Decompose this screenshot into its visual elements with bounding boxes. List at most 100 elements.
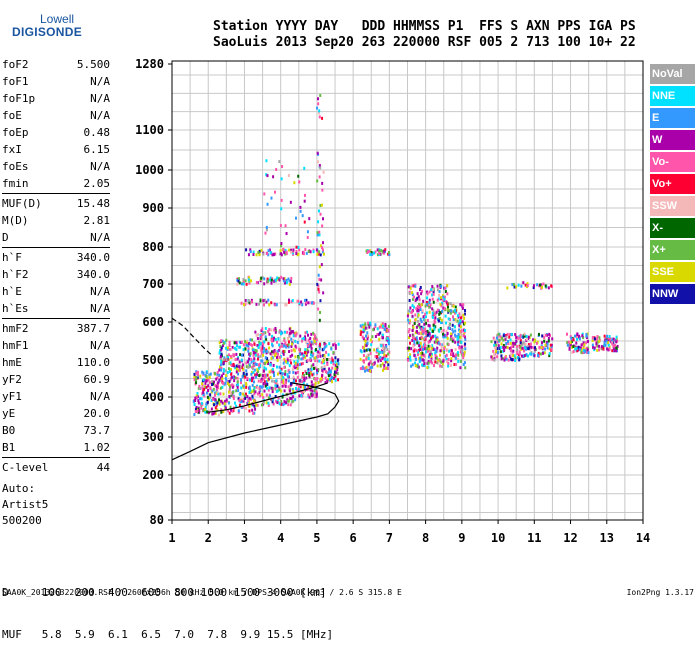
echo-point (321, 250, 324, 254)
echo-point (441, 362, 444, 366)
echo-point (411, 293, 414, 297)
echo-point (447, 317, 450, 321)
echo-point (380, 249, 383, 253)
echo-point (322, 359, 325, 363)
param-value: 387.7 (76, 322, 110, 335)
echo-point (428, 339, 431, 343)
footer-info: SAA0K_2013263220000.RSF / 260fx256h 50 k… (2, 588, 402, 597)
echo-point (576, 346, 579, 350)
echo-point (255, 280, 258, 284)
echo-point (522, 335, 525, 339)
echo-point (495, 336, 498, 340)
echo-point (267, 388, 270, 392)
echo-point (459, 335, 462, 339)
echo-point (304, 335, 307, 339)
echo-point (259, 279, 262, 283)
echo-point (219, 376, 222, 380)
echo-point (195, 371, 198, 375)
echo-point (244, 340, 247, 344)
echo-point (323, 364, 326, 368)
echo-point (285, 378, 288, 382)
echo-point (583, 343, 586, 347)
echo-point (302, 250, 305, 254)
echo-point (280, 198, 283, 202)
echo-point (297, 356, 300, 360)
echo-point (253, 368, 256, 372)
echo-point (431, 311, 434, 315)
echo-point (547, 336, 550, 340)
echo-point (279, 369, 282, 373)
echo-point (295, 245, 298, 249)
echo-point (335, 371, 338, 375)
echo-point (194, 398, 197, 402)
echo-point (420, 331, 423, 335)
echo-point (245, 301, 248, 305)
echo-point (267, 396, 270, 400)
echo-point (499, 335, 502, 339)
echo-point (268, 370, 271, 374)
echo-point (518, 352, 521, 356)
echo-point (311, 393, 314, 397)
echo-point (249, 342, 252, 346)
echo-point (214, 412, 217, 416)
echo-point (419, 337, 422, 341)
echo-point (570, 336, 573, 340)
echo-point (301, 390, 304, 394)
param-name: C-level (2, 461, 49, 474)
echo-point (447, 309, 450, 313)
echo-point (544, 284, 547, 288)
echo-point (259, 342, 262, 346)
echo-point (254, 330, 257, 334)
echo-point (276, 340, 279, 344)
echo-point (195, 381, 198, 385)
echo-point (419, 356, 422, 360)
y-tick-label: 300 (142, 430, 164, 444)
echo-point (282, 376, 285, 380)
echo-point (418, 305, 421, 309)
echo-point (211, 389, 214, 393)
echo-point (239, 400, 242, 404)
echo-point (209, 395, 212, 399)
echo-point (605, 339, 608, 343)
echo-point (460, 359, 463, 363)
echo-point (383, 346, 386, 350)
echo-point (330, 347, 333, 351)
x-tick-label: 11 (527, 531, 541, 545)
echo-point (238, 392, 241, 396)
echo-point (290, 344, 293, 348)
echo-point (444, 333, 447, 337)
echo-point (323, 366, 326, 370)
echo-point (251, 394, 254, 398)
x-tick-label: 14 (636, 531, 650, 545)
echo-point (263, 298, 266, 302)
echo-point (408, 334, 411, 338)
echo-point (281, 165, 284, 169)
echo-point (281, 377, 284, 381)
echo-point (413, 295, 416, 299)
echo-point (443, 333, 446, 337)
echo-point (312, 372, 315, 376)
legend-item: W (650, 130, 695, 150)
echo-point (231, 345, 234, 349)
echo-point (256, 337, 259, 341)
echo-point (314, 395, 317, 399)
echo-point (518, 335, 521, 339)
echo-point (510, 332, 513, 336)
echo-point (307, 393, 310, 397)
echo-point (428, 290, 431, 294)
param-row: foF2 5.500 (2, 56, 110, 73)
echo-point (304, 337, 307, 341)
echo-point (228, 390, 231, 394)
echo-point (275, 167, 278, 171)
echo-point (241, 367, 244, 371)
echo-point (292, 348, 295, 352)
echo-point (260, 329, 263, 333)
echo-point (434, 352, 437, 356)
echo-point (216, 391, 219, 395)
echo-point (315, 248, 318, 252)
echo-point (523, 349, 526, 353)
echo-point (424, 315, 427, 319)
echo-point (240, 399, 243, 403)
echo-point (580, 348, 583, 352)
echo-point (318, 230, 321, 234)
